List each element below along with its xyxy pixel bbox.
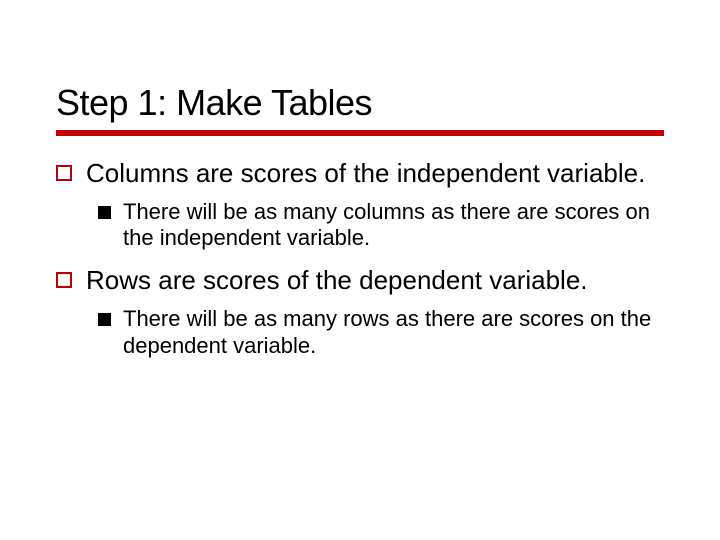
slide-title: Step 1: Make Tables xyxy=(56,82,664,124)
bullet-level1: Columns are scores of the independent va… xyxy=(56,158,664,189)
slide-container: Step 1: Make Tables Columns are scores o… xyxy=(0,0,720,540)
bullet-level2: There will be as many rows as there are … xyxy=(98,306,664,359)
bullet-text: Columns are scores of the independent va… xyxy=(86,158,645,189)
square-filled-icon xyxy=(98,313,111,326)
bullet-text: There will be as many rows as there are … xyxy=(123,306,664,359)
square-outline-icon xyxy=(56,272,72,288)
bullet-text: Rows are scores of the dependent variabl… xyxy=(86,265,588,296)
square-filled-icon xyxy=(98,206,111,219)
title-underline xyxy=(56,130,664,136)
bullet-level1: Rows are scores of the dependent variabl… xyxy=(56,265,664,296)
bullet-text: There will be as many columns as there a… xyxy=(123,199,664,252)
square-outline-icon xyxy=(56,165,72,181)
bullet-list: Columns are scores of the independent va… xyxy=(56,158,664,359)
bullet-level2: There will be as many columns as there a… xyxy=(98,199,664,252)
